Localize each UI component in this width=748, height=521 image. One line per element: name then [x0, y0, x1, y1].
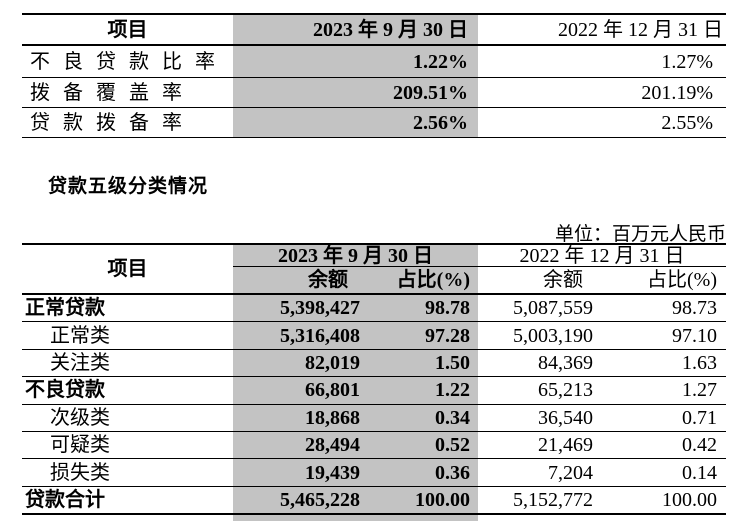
- table-row: 损失类 19,439 0.36 7,204 0.14: [22, 459, 726, 487]
- pct-2022: 1.63: [682, 351, 717, 374]
- value-2022: 201.19%: [641, 81, 713, 104]
- pct-2022: 97.10: [672, 324, 717, 347]
- balance-2022: 5,152,772: [513, 488, 593, 511]
- balance-2022: 5,087,559: [513, 297, 593, 320]
- table-row: 正常类 5,316,408 97.28 5,003,190 97.10: [22, 322, 726, 350]
- pct-2022: 0.14: [682, 461, 717, 484]
- row-label: 关注类: [50, 351, 110, 374]
- pct-2022: 1.27: [682, 379, 717, 402]
- class-header-pct-2022: 占比(%): [647, 269, 717, 291]
- balance-2022: 5,003,190: [513, 324, 593, 347]
- table-row: 贷款拨备率 2.56% 2.55%: [22, 108, 726, 138]
- table-row: 正常贷款 5,398,427 98.78 5,087,559 98.73: [22, 295, 726, 323]
- table-row: 不良贷款 66,801 1.22 65,213 1.27: [22, 377, 726, 405]
- section-title: 贷款五级分类情况: [48, 176, 209, 197]
- class-header-item: 项目: [107, 258, 148, 280]
- row-label: 正常贷款: [25, 297, 105, 320]
- table-row: 关注类 82,019 1.50 84,369 1.63: [22, 349, 726, 378]
- row-label: 不良贷款: [25, 379, 105, 402]
- row-label: 可疑类: [50, 434, 110, 457]
- table-row: 不良贷款比率 1.22% 1.27%: [22, 46, 726, 78]
- balance-2023: 5,398,427: [233, 295, 370, 322]
- balance-2022: 36,540: [538, 406, 593, 429]
- classification-table: 项目 2023 年 9 月 30 日 2022 年 12 月 31 日 余额 占…: [22, 243, 726, 515]
- balance-2023: 5,316,408: [233, 322, 370, 349]
- balance-2022: 21,469: [538, 434, 593, 457]
- pct-2023: 0.36: [370, 459, 478, 486]
- pct-2023: 100.00: [370, 486, 478, 513]
- row-label: 不良贷款比率: [30, 50, 228, 73]
- balance-2023: 28,494: [233, 431, 370, 459]
- ratio-header-item: 项目: [107, 18, 148, 41]
- pct-2022: 98.73: [672, 297, 717, 320]
- shaded-column-cutoff: [233, 515, 478, 521]
- pct-2023: 98.78: [370, 295, 478, 322]
- row-label: 贷款拨备率: [30, 111, 195, 134]
- value-2022: 1.27%: [661, 50, 713, 73]
- ratio-header-date-2023: 2023 年 9 月 30 日: [233, 15, 478, 44]
- pct-2023: 0.52: [370, 431, 478, 459]
- pct-2023: 1.50: [370, 349, 478, 377]
- balance-2022: 84,369: [538, 351, 593, 374]
- balance-2023: 18,868: [233, 404, 370, 431]
- pct-2022: 100.00: [662, 488, 717, 511]
- ratio-table: 项目 2023 年 9 月 30 日 2022 年 12 月 31 日 不良贷款…: [22, 13, 726, 138]
- class-header-pct-2023: 占比(%): [370, 267, 478, 293]
- ratio-header-date-2022: 2022 年 12 月 31 日: [558, 18, 723, 41]
- table-row: 拨备覆盖率 209.51% 201.19%: [22, 78, 726, 108]
- value-2023: 209.51%: [233, 78, 478, 107]
- class-header-date-2023: 2023 年 9 月 30 日: [233, 245, 478, 267]
- pct-2023: 1.22: [370, 377, 478, 404]
- pct-2022: 0.71: [682, 406, 717, 429]
- row-label: 拨备覆盖率: [30, 81, 195, 104]
- row-label: 损失类: [50, 461, 110, 484]
- balance-2023: 5,465,228: [233, 486, 370, 513]
- classification-table-header: 项目 2023 年 9 月 30 日 2022 年 12 月 31 日 余额 占…: [22, 245, 726, 295]
- table-row: 次级类 18,868 0.34 36,540 0.71: [22, 404, 726, 432]
- pct-2023: 0.34: [370, 404, 478, 431]
- balance-2023: 82,019: [233, 349, 370, 377]
- pct-2022: 0.42: [682, 434, 717, 457]
- row-label: 正常类: [50, 324, 110, 347]
- balance-2022: 7,204: [548, 461, 593, 484]
- class-header-date-2022: 2022 年 12 月 31 日: [478, 245, 726, 267]
- table-row: 可疑类 28,494 0.52 21,469 0.42: [22, 431, 726, 460]
- class-header-balance-2023: 余额: [233, 267, 370, 293]
- table-row-total: 贷款合计 5,465,228 100.00 5,152,772 100.00: [22, 486, 726, 515]
- balance-2022: 65,213: [538, 379, 593, 402]
- row-label: 次级类: [50, 406, 110, 429]
- value-2022: 2.55%: [661, 111, 713, 134]
- ratio-table-header-row: 项目 2023 年 9 月 30 日 2022 年 12 月 31 日: [22, 15, 726, 46]
- unit-note: 单位：百万元人民币: [554, 224, 726, 245]
- balance-2023: 66,801: [233, 377, 370, 404]
- balance-2023: 19,439: [233, 459, 370, 486]
- pct-2023: 97.28: [370, 322, 478, 349]
- value-2023: 2.56%: [233, 108, 478, 137]
- row-label: 贷款合计: [25, 488, 105, 511]
- class-header-balance-2022: 余额: [543, 269, 583, 291]
- value-2023: 1.22%: [233, 46, 478, 77]
